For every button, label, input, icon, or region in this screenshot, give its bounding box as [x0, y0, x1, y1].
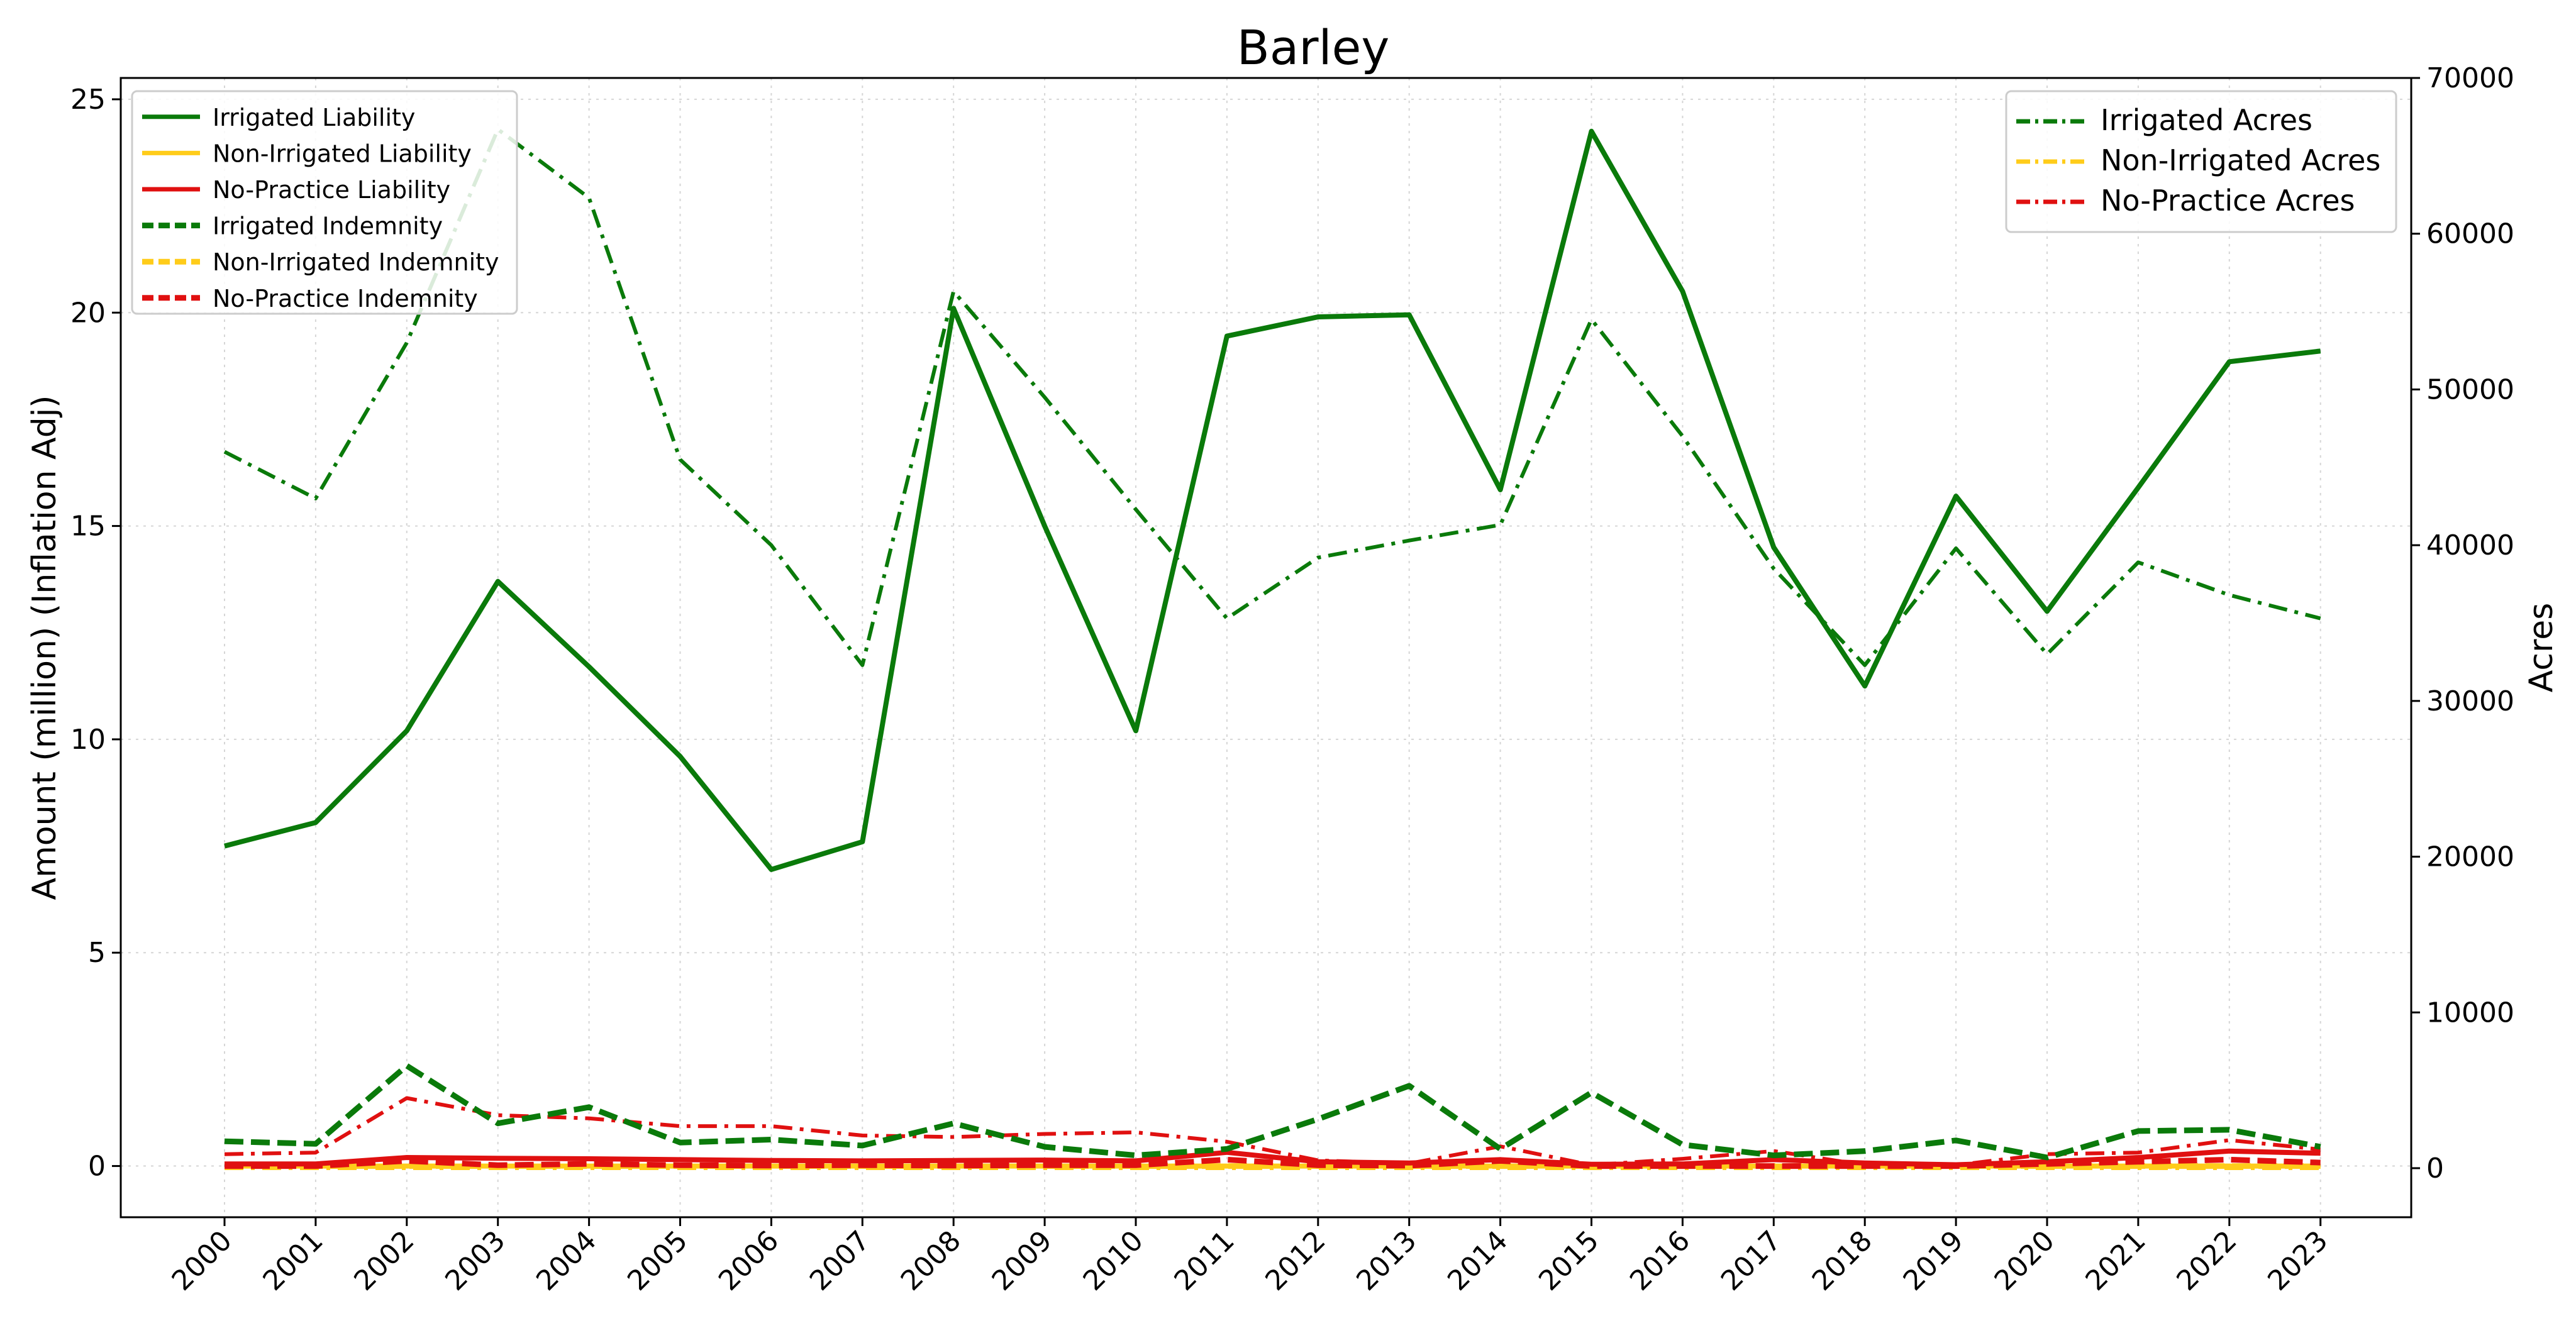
legend-label-non-irrigated-liability: Non-Irrigated Liability — [213, 140, 472, 167]
series-line-no-practice-acres — [224, 1096, 2321, 1167]
y2-tick-label: 40000 — [2426, 529, 2514, 561]
y2-tick-label: 0 — [2426, 1152, 2444, 1185]
y-tick-label: 0 — [88, 1151, 106, 1183]
legend-box — [2005, 90, 2397, 233]
y-tick-label: 5 — [88, 937, 106, 969]
legend-right: Irrigated Acres Non-Irrigated Acres No-Pra… — [2005, 90, 2397, 233]
legend-label-irrigated-acres: Irrigated Acres — [2101, 103, 2312, 137]
legend-label-no-practice-liability: No-Practice Liability — [213, 176, 450, 204]
y-axis-label: Amount (million) (Inflation Adj) — [26, 395, 64, 900]
legend-label-non-irrigated-indemnity: Non-Irrigated Indemnity — [213, 248, 499, 276]
y2-tick-label: 20000 — [2426, 841, 2514, 873]
y2-tick-label: 30000 — [2426, 685, 2514, 717]
legend-label-irrigated-liability: Irrigated Liability — [213, 104, 415, 131]
legend-box — [131, 90, 518, 315]
legend-left: Irrigated Liability Non-Irrigated Liabili… — [131, 90, 518, 315]
legend-label-no-practice-acres: No-Practice Acres — [2101, 184, 2355, 218]
series-line-irrigated-indemnity — [224, 1063, 2321, 1161]
y-tick-label: 10 — [70, 724, 106, 756]
legend-label-irrigated-indemnity: Irrigated Indemnity — [213, 213, 443, 240]
series-layer — [223, 127, 2321, 1170]
y2-tick-label: 50000 — [2426, 373, 2514, 406]
series-line-irrigated-liability — [224, 128, 2321, 872]
series-line-no-practice-indemnity — [225, 1156, 2321, 1169]
y2-tick-label: 60000 — [2426, 218, 2514, 250]
legend-label-no-practice-indemnity: No-Practice Indemnity — [213, 285, 478, 312]
legend-label-non-irrigated-acres: Non-Irrigated Acres — [2101, 143, 2380, 177]
y-tick-label: 15 — [70, 511, 106, 543]
series-line-irrigated-acres — [223, 127, 2321, 667]
chart-title: Barley — [1237, 19, 1390, 75]
y2-axis-label: Acres — [2523, 603, 2560, 693]
y-tick-label: 20 — [70, 297, 106, 329]
y-tick-label: 25 — [70, 84, 106, 116]
plot-frame — [119, 77, 2412, 1218]
y2-tick-label: 70000 — [2426, 62, 2514, 94]
y2-tick-label: 10000 — [2426, 997, 2514, 1029]
